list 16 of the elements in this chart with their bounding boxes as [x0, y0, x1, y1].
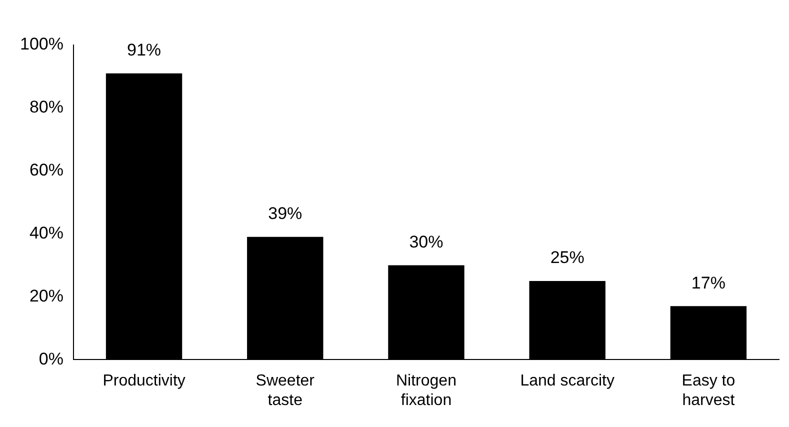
x-tick-label: Sweeter taste	[256, 372, 316, 409]
y-tick-label: 60%	[29, 160, 64, 180]
data-label: 25%	[550, 248, 584, 268]
data-label: 17%	[691, 273, 726, 292]
x-tick-label: Productivity	[102, 372, 186, 390]
x-tick-label: Easy to harvest	[682, 372, 736, 409]
data-label: 30%	[409, 232, 444, 252]
x-tick-label: Nitrogen fixation	[396, 372, 456, 409]
y-tick-label: 0%	[38, 349, 64, 368]
y-tick-label: 80%	[29, 98, 64, 117]
y-tick-label: 20%	[29, 286, 64, 306]
data-label: 91%	[127, 40, 162, 60]
y-tick-label: 40%	[29, 223, 64, 242]
data-label: 39%	[268, 204, 302, 224]
x-tick-label: Land scarcity	[520, 372, 614, 390]
y-tick-label: 100%	[20, 34, 64, 54]
